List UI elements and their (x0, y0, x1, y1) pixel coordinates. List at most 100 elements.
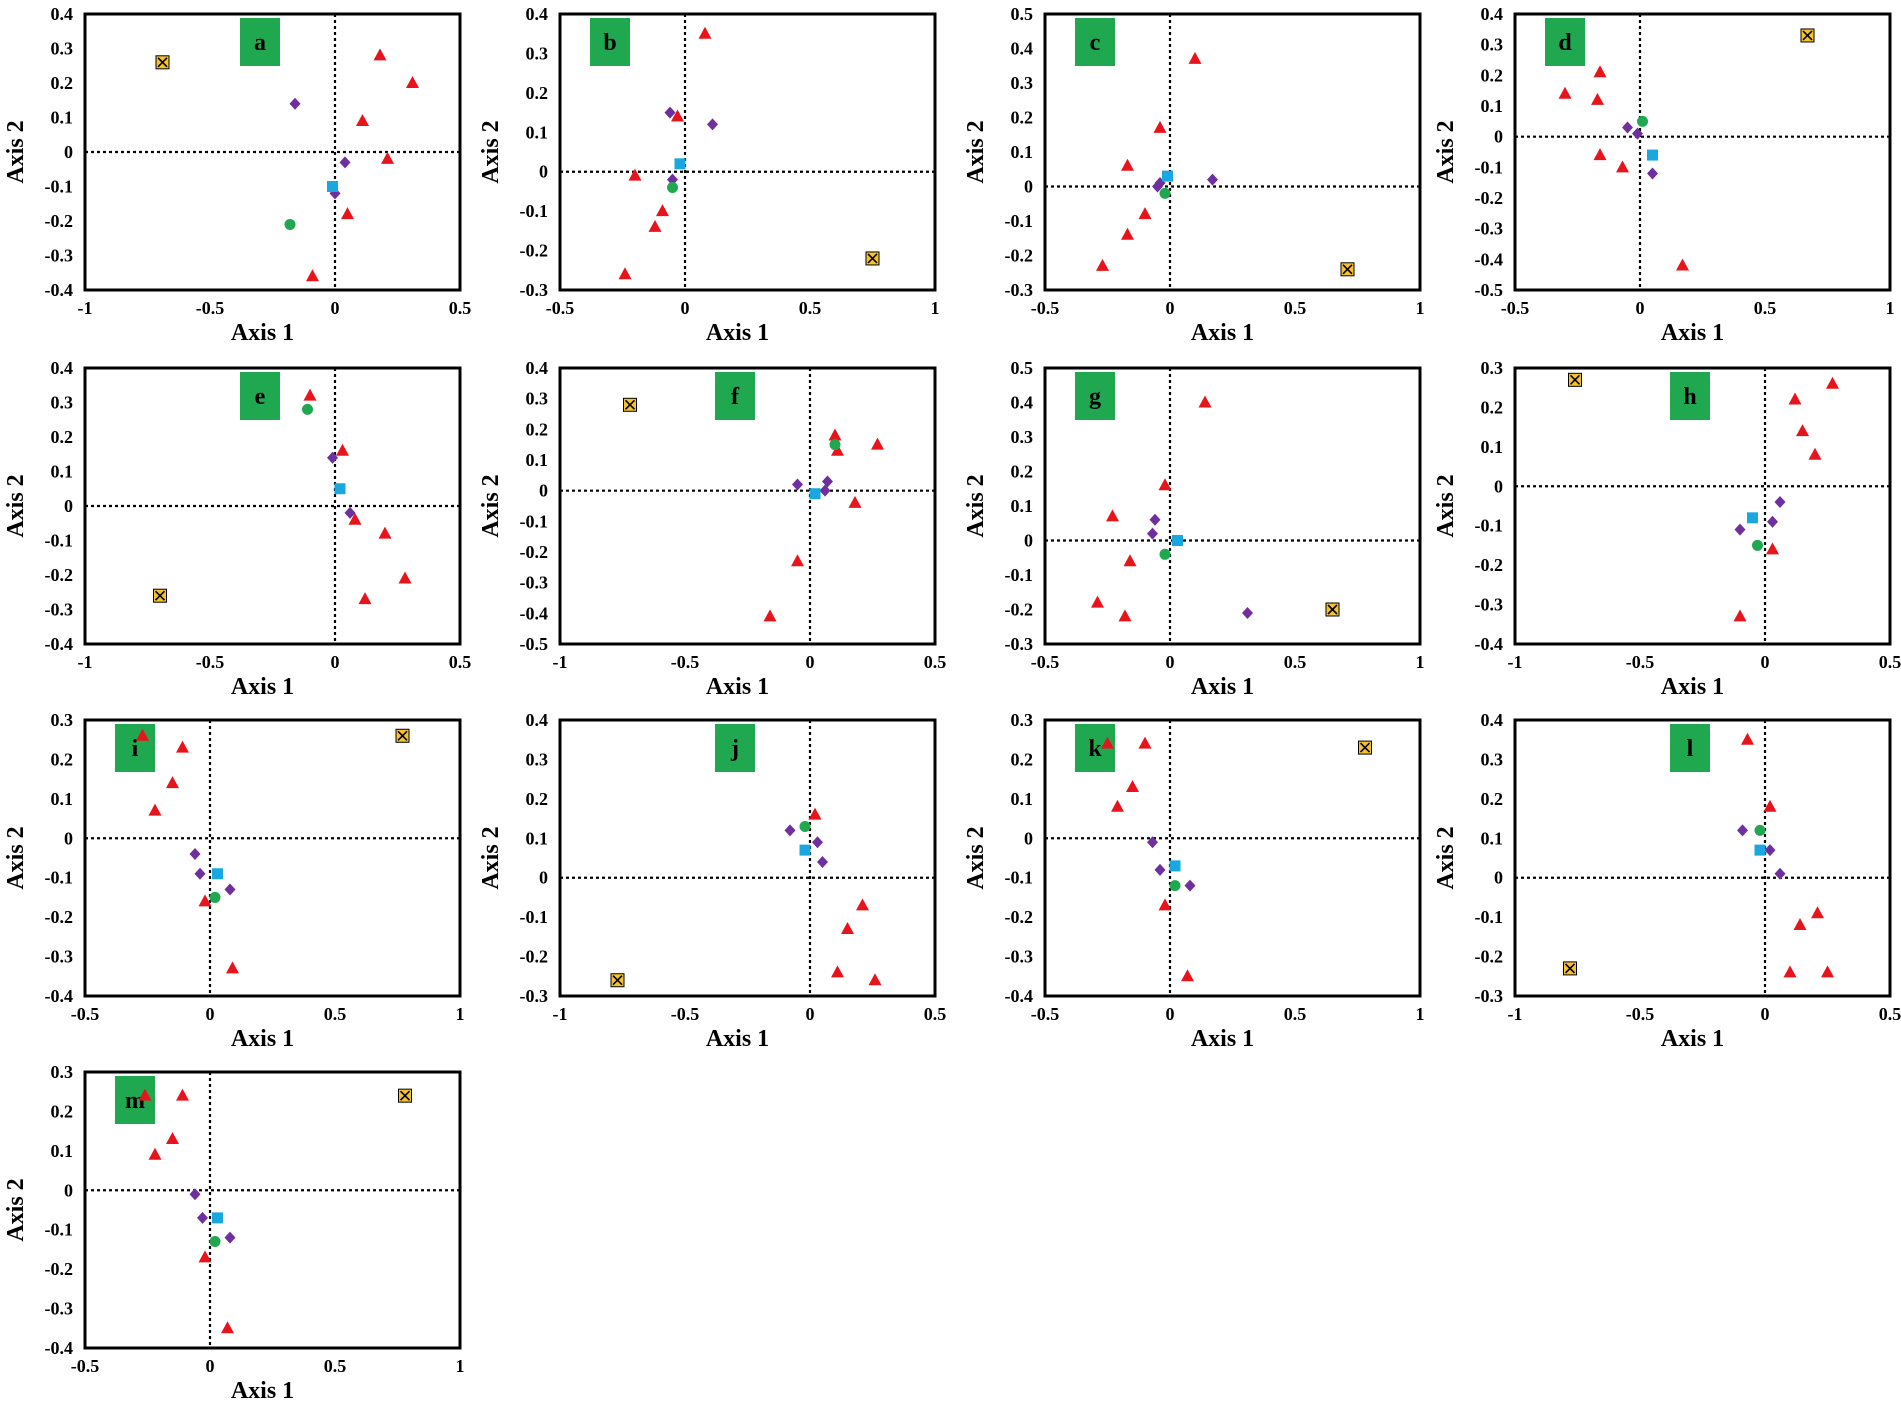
y-axis-label: Axis 2 (3, 474, 29, 537)
panel-tag-label: h (1683, 384, 1696, 410)
x-tick-label: 0 (1636, 298, 1645, 318)
y-tick-label: 0.1 (51, 462, 74, 482)
square-point (1169, 860, 1181, 872)
cross-box-point (1358, 740, 1372, 755)
triangle-point (221, 1321, 234, 1334)
x-tick-label: 1 (1416, 298, 1425, 318)
triangle-point (1111, 799, 1124, 812)
y-tick-label: 0.4 (526, 4, 549, 24)
panel-tag-box (1545, 18, 1585, 66)
diamond-point (812, 836, 823, 849)
x-tick-label: -1 (553, 652, 568, 672)
panel-c: 0.5 0.4 0.3 0.2 0.1 0 -0.1 -0.2 -0.3-0.5 0 0.5 1 Axi… (963, 4, 1425, 346)
y-tick-label: 0.2 (1011, 108, 1034, 128)
diamond-point (1774, 867, 1786, 880)
y-tick-label: 0 (1494, 868, 1503, 888)
square-point (212, 868, 223, 880)
x-tick-label: 0.5 (449, 298, 472, 318)
triangle-point (698, 26, 712, 39)
cross-box-point (1568, 372, 1582, 387)
triangle-point (1096, 258, 1109, 271)
triangle-point (856, 898, 869, 911)
x-tick-label: -0.5 (1626, 652, 1655, 672)
panel-tag-label: a (254, 30, 266, 56)
x-axis-label: Axis 1 (231, 1026, 294, 1052)
y-tick-label: -0.3 (45, 1299, 74, 1319)
panel-f: 0.40.30.20.10-0.1-0.2-0.3-0.4-0.5-1 -0.5 0… (478, 358, 946, 700)
y-tick-label: 0 (1024, 531, 1033, 551)
diamond-point (197, 1211, 208, 1224)
y-tick-label: -0.3 (1475, 219, 1504, 239)
diamond-point (817, 855, 828, 868)
y-tick-label: 0.1 (526, 828, 549, 848)
cross-box-point (1325, 602, 1340, 617)
y-tick-label: 0.4 (526, 710, 549, 730)
y-tick-label: -0.3 (45, 246, 74, 266)
triangle-point (1741, 732, 1754, 745)
y-axis-label: Axis 2 (963, 474, 989, 537)
x-tick-label: -1 (1508, 1004, 1523, 1024)
cross-box-point (395, 728, 410, 743)
diamond-point (707, 118, 718, 131)
square-point (212, 1212, 223, 1224)
triangle-point (148, 1147, 162, 1160)
triangle-point (831, 965, 844, 978)
x-tick-label: 0 (681, 298, 690, 318)
diamond-point (784, 824, 796, 837)
triangle-point (1591, 92, 1604, 105)
panel-j: 0.4 0.3 0.2 0.1 0 -0.1 -0.2 -0.3-1 -0.5 0 0.5 Axis … (478, 710, 946, 1052)
triangle-point (1826, 376, 1839, 389)
triangle-point (828, 428, 842, 441)
x-tick-label: 0 (806, 1004, 815, 1024)
x-tick-label: 0 (206, 1004, 215, 1024)
y-tick-label: -0.1 (520, 511, 549, 531)
panel-tag-box (715, 372, 755, 420)
y-tick-label: 0.1 (51, 789, 74, 809)
triangle-point (628, 168, 642, 181)
circle-point (1159, 548, 1171, 560)
circle-point (1637, 115, 1648, 127)
triangle-point (138, 1088, 152, 1101)
x-tick-label: 0 (806, 652, 815, 672)
diamond-point (1734, 523, 1746, 536)
triangle-point (1811, 906, 1824, 919)
triangle-point (1793, 918, 1807, 931)
x-tick-label: 0 (1166, 1004, 1175, 1024)
cross-box-point (623, 397, 637, 412)
y-tick-label: 0.2 (526, 83, 549, 103)
x-tick-label: -0.5 (71, 1356, 100, 1376)
circle-point (667, 181, 678, 193)
y-tick-label: 0.1 (1011, 142, 1034, 162)
y-tick-label: -0.3 (1005, 280, 1034, 300)
y-axis-label: Axis 2 (963, 826, 989, 889)
triangle-point (868, 973, 882, 986)
y-tick-label: 0 (64, 142, 73, 162)
triangle-point (1808, 447, 1822, 460)
panel-tag-label: f (731, 384, 740, 410)
triangle-point (358, 592, 372, 605)
y-tick-label: -0.2 (520, 241, 549, 261)
triangle-point (1783, 965, 1797, 978)
panel-a: 0.4 0.3 0.2 0.1 0 -0.1 -0.2 -0.3 -0.4-1 -0.5 0 0.5 A… (3, 4, 471, 346)
x-tick-label: 0 (331, 298, 340, 318)
y-tick-label: -0.5 (1475, 280, 1504, 300)
triangle-point (1158, 898, 1172, 911)
y-tick-label: -0.3 (1005, 634, 1034, 654)
circle-point (1159, 187, 1171, 199)
diamond-point (189, 1188, 201, 1201)
x-tick-label: 1 (1416, 652, 1425, 672)
triangle-point (348, 512, 362, 525)
y-axis-label: Axis 2 (3, 1178, 29, 1241)
triangle-point (1123, 554, 1137, 567)
triangle-point (763, 609, 777, 622)
panel-k: 0.3 0.2 0.1 0 -0.1 -0.2 -0.3 -0.4-0.5 0 0.5 1 Axis … (963, 710, 1425, 1052)
y-tick-label: 0.1 (1011, 496, 1034, 516)
panel-tag-label: j (730, 736, 739, 762)
triangle-point (1101, 736, 1114, 749)
triangle-point (848, 495, 862, 508)
diamond-point (822, 475, 833, 488)
y-tick-label: -0.1 (1005, 211, 1034, 231)
panel-tag-label: g (1089, 384, 1101, 410)
panel-tag-box (1075, 372, 1115, 420)
